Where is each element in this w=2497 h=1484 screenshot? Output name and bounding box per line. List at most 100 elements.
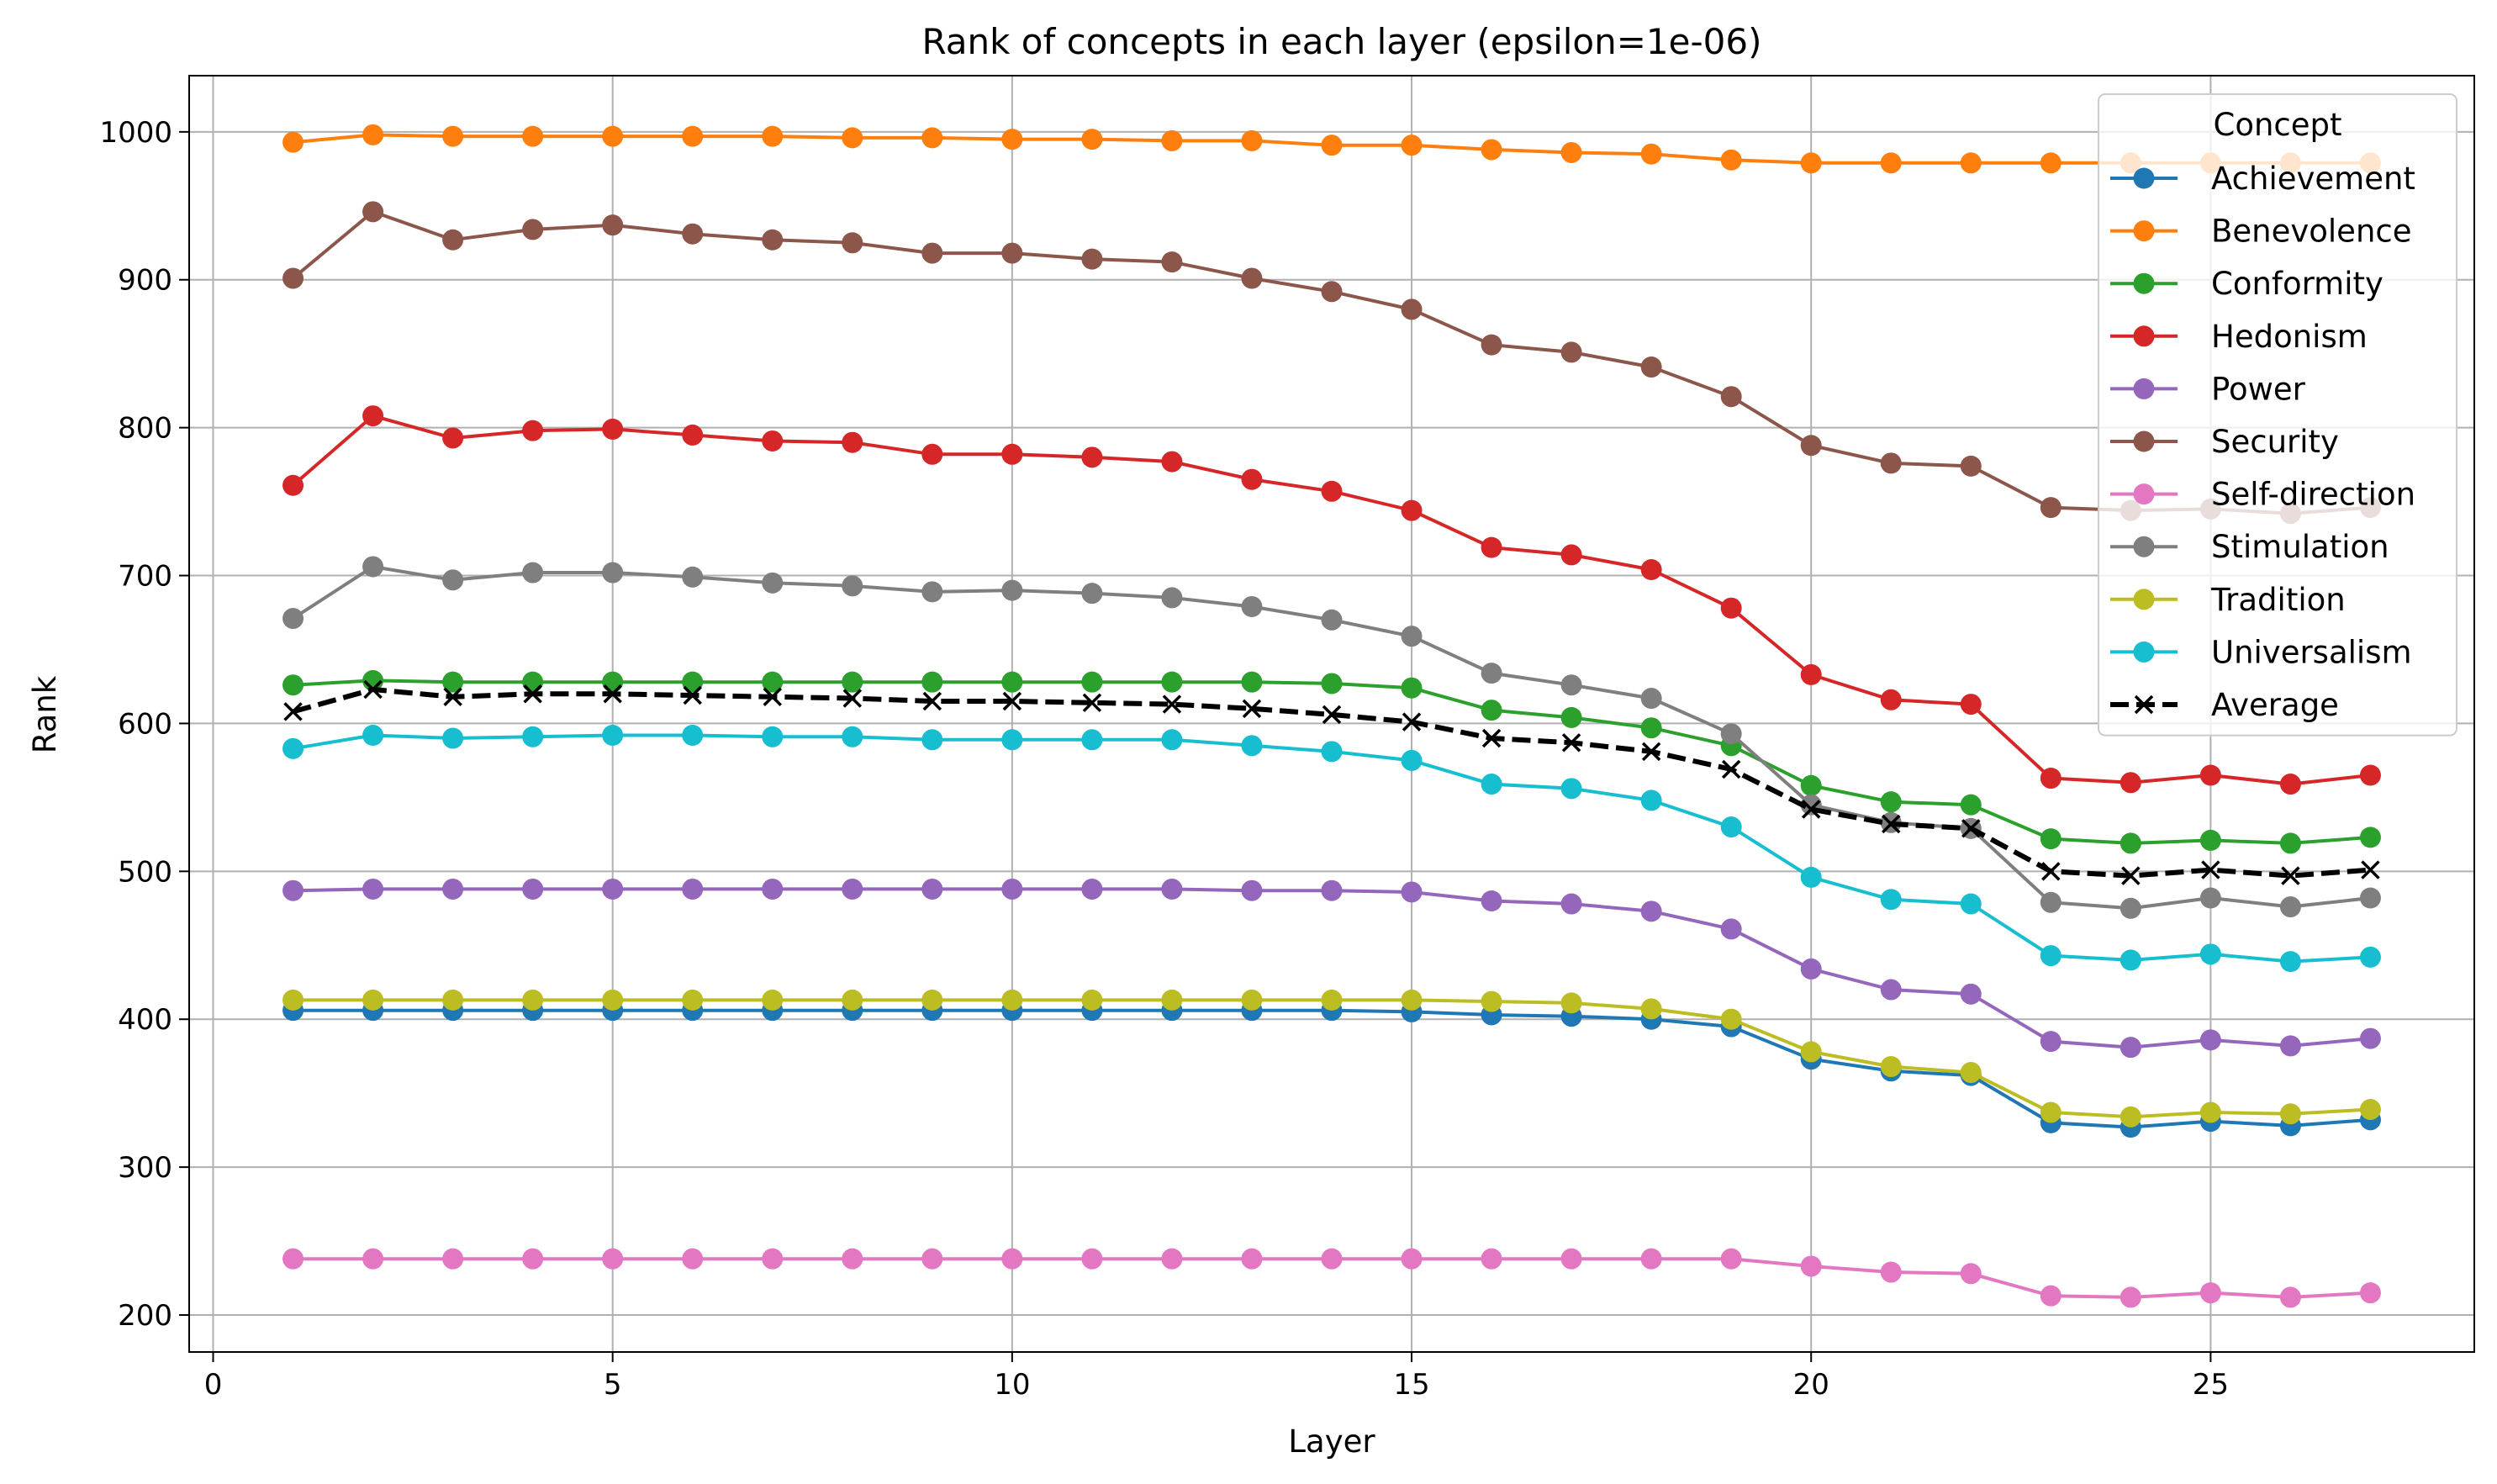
data-point-power	[1720, 918, 1742, 940]
data-point-security	[1880, 452, 1902, 474]
data-point-average	[363, 679, 383, 700]
series-self-direction	[282, 1248, 2381, 1308]
data-point-universalism	[2199, 943, 2221, 965]
legend-marker	[2133, 378, 2155, 399]
data-point-power	[282, 879, 304, 901]
data-point-power	[1800, 958, 1822, 980]
data-point-hedonism	[921, 443, 943, 465]
data-point-stimulation	[2040, 891, 2061, 913]
data-point-universalism	[1161, 729, 1183, 751]
data-point-benevolence	[282, 131, 304, 153]
data-point-benevolence	[921, 127, 943, 149]
data-point-security	[1720, 386, 1742, 408]
data-point-tradition	[282, 989, 304, 1011]
legend-marker	[2133, 325, 2155, 347]
data-point-security	[1960, 455, 1982, 477]
data-point-tradition	[1401, 989, 1423, 1011]
y-axis-label: Rank	[27, 675, 63, 753]
data-point-conformity	[1001, 671, 1023, 693]
legend-title: Concept	[2213, 107, 2341, 143]
data-point-power	[682, 878, 704, 900]
data-point-tradition	[921, 989, 943, 1011]
data-point-average	[283, 702, 303, 721]
data-point-power	[602, 878, 624, 900]
data-point-average	[1641, 742, 1661, 762]
data-point-universalism	[2279, 951, 2301, 973]
data-point-tradition	[1640, 998, 1662, 1020]
data-point-security	[1081, 248, 1103, 270]
data-point-stimulation	[602, 562, 624, 584]
y-tick-label: 800	[118, 412, 172, 446]
data-point-hedonism	[1161, 451, 1183, 473]
series-power	[282, 878, 2381, 1059]
data-point-hedonism	[1321, 480, 1343, 502]
data-point-average	[922, 691, 942, 711]
data-point-security	[1321, 281, 1343, 303]
data-point-stimulation	[1241, 595, 1263, 617]
data-point-benevolence	[2040, 152, 2061, 174]
data-point-hedonism	[2120, 772, 2141, 794]
data-point-self-direction	[362, 1248, 384, 1270]
data-point-power	[2279, 1035, 2301, 1057]
legend-item-self-direction: Self-direction	[2110, 477, 2415, 513]
data-point-hedonism	[2359, 764, 2381, 786]
data-point-power	[1321, 879, 1343, 901]
legend-marker	[2133, 430, 2155, 452]
data-point-conformity	[2199, 829, 2221, 851]
data-point-benevolence	[762, 125, 784, 147]
data-point-universalism	[842, 726, 863, 747]
series-average	[283, 679, 2380, 885]
data-point-stimulation	[921, 581, 943, 603]
data-point-power	[2199, 1029, 2221, 1051]
data-point-self-direction	[1081, 1248, 1103, 1270]
data-point-power	[921, 878, 943, 900]
legend-label: Security	[2211, 424, 2339, 460]
data-point-average	[2361, 860, 2380, 879]
data-point-hedonism	[1720, 597, 1742, 619]
data-point-universalism	[1401, 749, 1423, 771]
data-point-stimulation	[1401, 626, 1423, 647]
legend-item-benevolence: Benevolence	[2110, 214, 2412, 250]
data-point-stimulation	[362, 556, 384, 578]
data-point-hedonism	[1241, 468, 1263, 490]
data-point-benevolence	[1481, 139, 1502, 161]
data-point-benevolence	[1640, 143, 1662, 165]
data-point-tradition	[2040, 1101, 2061, 1123]
data-point-average	[1961, 819, 1981, 838]
data-point-power	[442, 878, 464, 900]
data-point-tradition	[2120, 1106, 2141, 1128]
data-point-hedonism	[842, 431, 863, 453]
data-point-hedonism	[1081, 446, 1103, 468]
data-point-tradition	[362, 989, 384, 1011]
legend-marker	[2133, 536, 2155, 557]
data-point-average	[1801, 800, 1821, 819]
data-point-security	[1001, 242, 1023, 264]
data-point-security	[1161, 251, 1183, 273]
data-point-stimulation	[762, 572, 784, 594]
data-point-tradition	[1800, 1041, 1822, 1063]
data-point-tradition	[442, 989, 464, 1011]
y-tick-label: 600	[118, 707, 172, 741]
data-point-universalism	[1960, 893, 1982, 915]
data-point-benevolence	[1321, 135, 1343, 156]
data-point-conformity	[2120, 832, 2141, 854]
data-point-power	[1960, 983, 1982, 1005]
data-point-universalism	[1001, 729, 1023, 751]
series-stimulation	[282, 556, 2381, 919]
data-point-hedonism	[1001, 443, 1023, 465]
data-point-stimulation	[1161, 587, 1183, 609]
data-point-conformity	[842, 671, 863, 693]
data-point-benevolence	[1880, 152, 1902, 174]
data-point-average	[1242, 699, 1262, 719]
data-point-power	[1081, 878, 1103, 900]
data-point-stimulation	[1481, 663, 1502, 684]
data-point-power	[362, 878, 384, 900]
data-point-benevolence	[1081, 129, 1103, 151]
x-tick-label: 10	[994, 1368, 1030, 1402]
data-point-hedonism	[602, 418, 624, 440]
data-point-benevolence	[1800, 152, 1822, 174]
data-point-tradition	[2279, 1103, 2301, 1125]
data-point-self-direction	[921, 1248, 943, 1270]
data-point-universalism	[1081, 729, 1103, 751]
